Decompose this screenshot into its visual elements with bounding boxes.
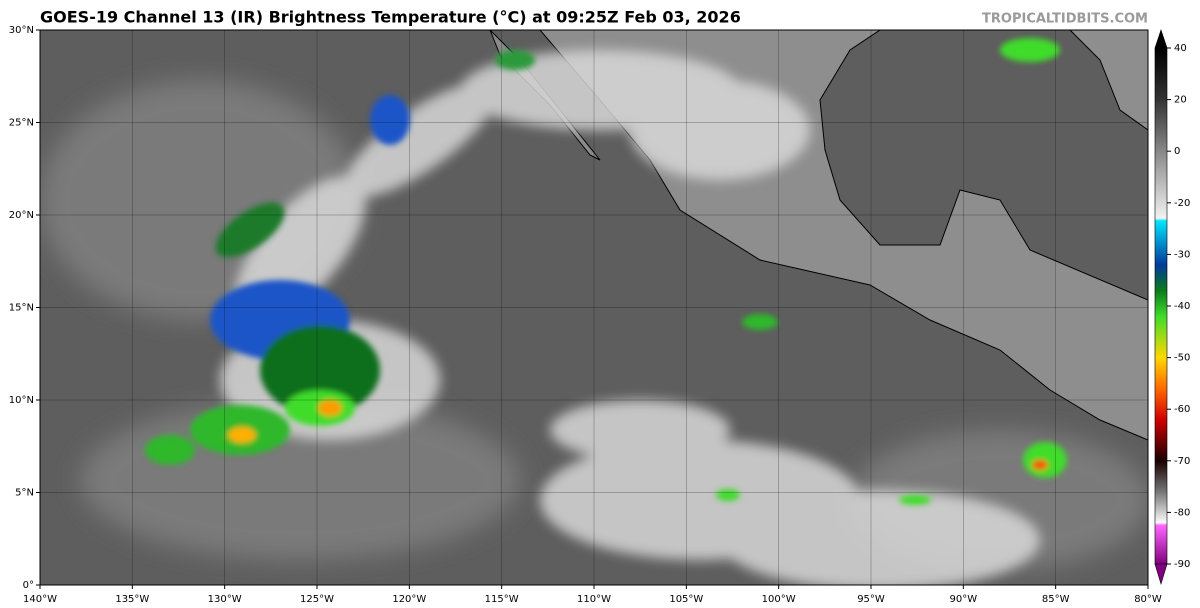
- lon-label: 130°W: [208, 594, 242, 605]
- colorbar-label: -70: [1174, 456, 1190, 467]
- colorbar-label: -60: [1174, 404, 1190, 415]
- lat-label: 30°N: [9, 25, 34, 36]
- lon-label: 105°W: [669, 594, 703, 605]
- lon-label: 115°W: [485, 594, 519, 605]
- lon-label: 95°W: [857, 594, 885, 605]
- lon-label: 90°W: [950, 594, 978, 605]
- colorbar-label: -30: [1174, 249, 1190, 260]
- lon-label: 100°W: [762, 594, 796, 605]
- lat-label: 20°N: [9, 210, 34, 221]
- colorbar-label: -80: [1174, 507, 1190, 518]
- lon-label: 125°W: [300, 594, 334, 605]
- lat-label: 5°N: [15, 488, 34, 499]
- title: GOES-19 Channel 13 (IR) Brightness Tempe…: [40, 8, 741, 27]
- lon-label: 140°W: [23, 594, 57, 605]
- lon-label: 135°W: [115, 594, 149, 605]
- colorbar: [1154, 47, 1168, 565]
- lon-label: 120°W: [392, 594, 426, 605]
- lat-label: 10°N: [9, 395, 34, 406]
- watermark: TROPICALTIDBITS.COM: [982, 12, 1148, 27]
- colorbar-bottom-extend: [1154, 563, 1168, 586]
- lat-label: 15°N: [9, 303, 34, 314]
- colorbar-label: 40: [1174, 43, 1187, 54]
- colorbar-top-extend: [1154, 29, 1168, 49]
- lat-label: 0°: [23, 580, 34, 591]
- lon-label: 110°W: [577, 594, 611, 605]
- lon-label: 80°W: [1134, 594, 1162, 605]
- colorbar-label: -50: [1174, 353, 1190, 364]
- colorbar-label: 20: [1174, 95, 1187, 106]
- colorbar-label: -20: [1174, 198, 1190, 209]
- lat-label: 25°N: [9, 118, 34, 129]
- colorbar-label: -40: [1174, 301, 1190, 312]
- colorbar-label: 0: [1174, 146, 1180, 157]
- colorbar-label: -90: [1174, 559, 1190, 570]
- imagery: [40, 30, 1148, 585]
- lon-label: 85°W: [1042, 594, 1070, 605]
